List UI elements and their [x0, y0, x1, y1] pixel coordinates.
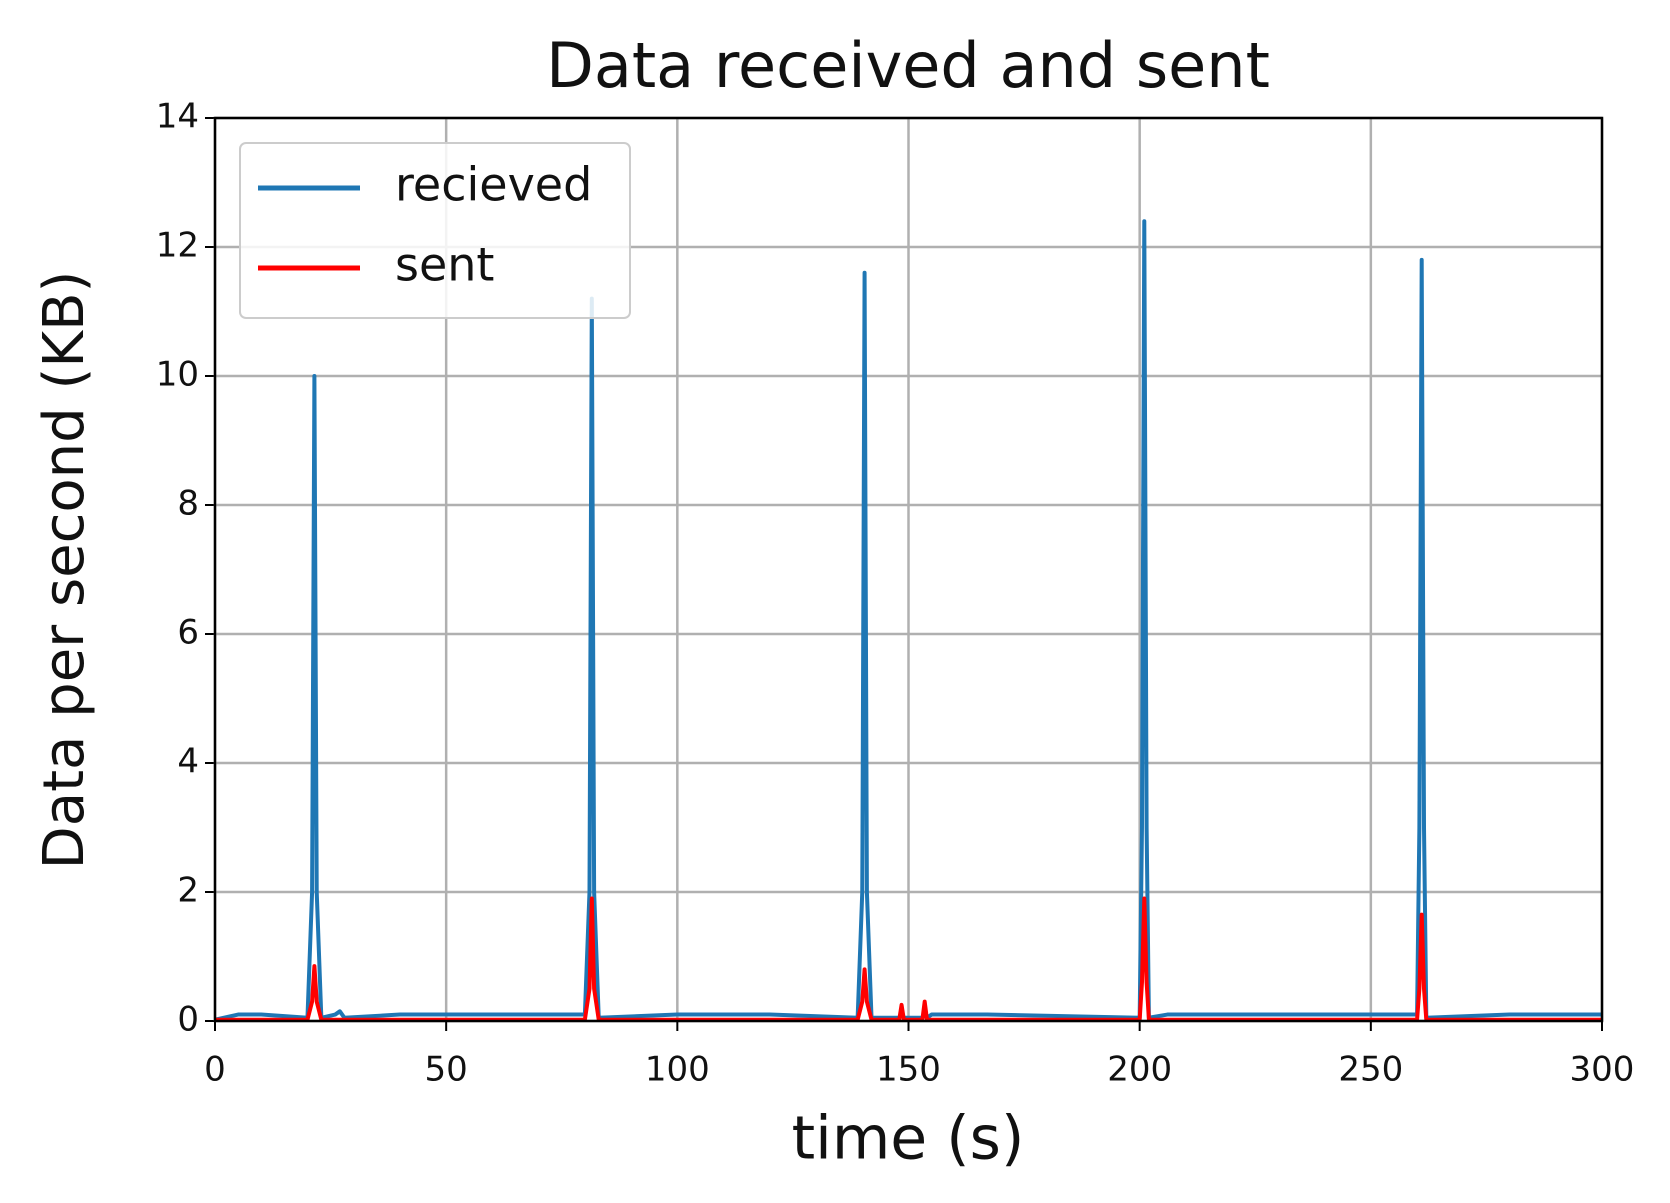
chart-title: Data received and sent	[546, 29, 1270, 102]
y-tick-label: 0	[177, 1000, 199, 1040]
y-tick-label: 4	[177, 742, 199, 782]
y-tick-label: 2	[177, 871, 199, 911]
plot-frame	[213, 116, 1604, 1023]
y-tick-label: 8	[177, 484, 199, 524]
x-tick-label: 100	[645, 1050, 710, 1090]
series-line	[215, 896, 1602, 1022]
y-tick-label: 6	[177, 613, 199, 653]
x-axis-label: time (s)	[792, 1104, 1025, 1174]
x-tick-label: 200	[1107, 1050, 1172, 1090]
y-tick-label: 10	[156, 355, 199, 395]
y-axis-label: Data per second (KB)	[32, 271, 97, 870]
x-tick-label: 250	[1338, 1050, 1403, 1090]
legend-label: sent	[395, 238, 494, 292]
y-tick-label: 14	[156, 97, 199, 137]
legend-label: recieved	[395, 158, 592, 212]
x-tick-label: 0	[204, 1050, 226, 1090]
x-tick-label: 50	[425, 1050, 468, 1090]
y-tick-label: 12	[156, 226, 199, 266]
x-tick-label: 300	[1570, 1050, 1635, 1090]
x-tick-label: 150	[876, 1050, 941, 1090]
